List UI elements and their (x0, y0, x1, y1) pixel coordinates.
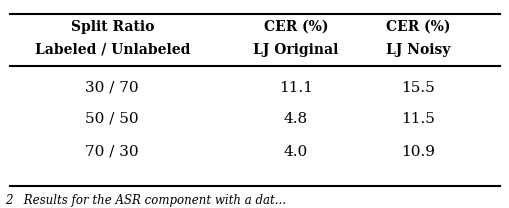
Text: 30 / 70: 30 / 70 (85, 81, 139, 95)
Text: 4.8: 4.8 (283, 112, 307, 126)
Text: Labeled / Unlabeled: Labeled / Unlabeled (35, 42, 189, 57)
Text: 11.1: 11.1 (278, 81, 312, 95)
Text: 2   Results for the ASR component with a dat...: 2 Results for the ASR component with a d… (5, 194, 286, 207)
Text: 15.5: 15.5 (401, 81, 434, 95)
Text: 70 / 30: 70 / 30 (85, 145, 139, 159)
Text: CER (%): CER (%) (385, 20, 449, 34)
Text: 50 / 50: 50 / 50 (85, 112, 139, 126)
Text: Split Ratio: Split Ratio (70, 20, 154, 34)
Text: 11.5: 11.5 (401, 112, 434, 126)
Text: 4.0: 4.0 (283, 145, 307, 159)
Text: LJ Original: LJ Original (252, 42, 338, 57)
Text: LJ Noisy: LJ Noisy (385, 42, 449, 57)
Text: CER (%): CER (%) (263, 20, 327, 34)
Text: 10.9: 10.9 (401, 145, 434, 159)
